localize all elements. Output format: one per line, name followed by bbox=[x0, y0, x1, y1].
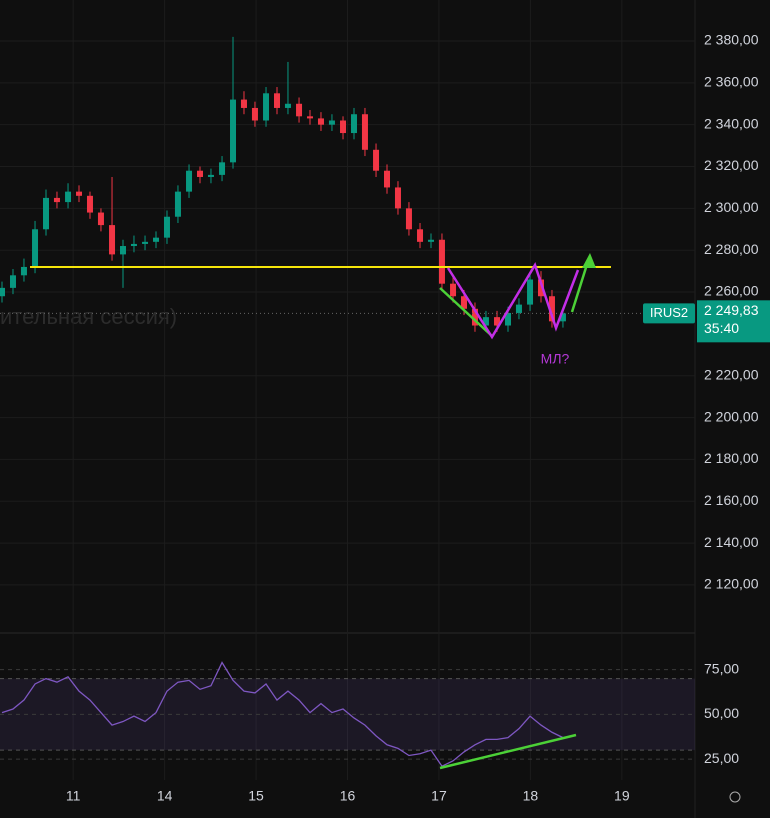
candle-body bbox=[384, 170, 391, 188]
candle-body bbox=[230, 99, 237, 163]
y-tick-label: 75,00 bbox=[704, 660, 739, 676]
candle-body bbox=[186, 170, 193, 192]
candle-body bbox=[471, 308, 478, 326]
y-tick-label: 2 260,00 bbox=[704, 283, 759, 299]
y-tick-label: 25,00 bbox=[704, 750, 739, 766]
x-tick-label: 15 bbox=[248, 788, 264, 804]
candle-body bbox=[373, 149, 380, 171]
candle-body bbox=[361, 114, 368, 150]
last-price: 2 249,83 bbox=[704, 302, 759, 318]
x-tick-label: 11 bbox=[66, 788, 81, 804]
candle-body bbox=[20, 266, 27, 276]
candle-body bbox=[515, 304, 522, 313]
y-tick-label: 50,00 bbox=[704, 705, 739, 721]
candle-body bbox=[461, 296, 468, 309]
drawing-arrowhead bbox=[582, 253, 596, 268]
y-tick-label: 2 360,00 bbox=[704, 74, 759, 90]
candle-body bbox=[76, 191, 83, 196]
candle-body bbox=[32, 229, 39, 267]
candle-body bbox=[174, 191, 181, 217]
candle-body bbox=[450, 283, 457, 297]
y-tick-label: 2 320,00 bbox=[704, 157, 759, 173]
countdown: 35:40 bbox=[704, 320, 739, 336]
settings-icon[interactable] bbox=[729, 791, 741, 803]
y-tick-label: 2 120,00 bbox=[704, 576, 759, 592]
candle-body bbox=[438, 239, 445, 284]
x-tick-label: 14 bbox=[157, 788, 173, 804]
candle-body bbox=[109, 225, 116, 255]
candle-body bbox=[207, 174, 214, 177]
candle-body bbox=[153, 237, 160, 242]
x-tick-label: 19 bbox=[614, 788, 630, 804]
y-tick-label: 2 340,00 bbox=[704, 115, 759, 131]
candle-body bbox=[504, 312, 511, 326]
x-tick-label: 18 bbox=[523, 788, 539, 804]
y-tick-label: 2 280,00 bbox=[704, 241, 759, 257]
symbol-badge bbox=[643, 303, 695, 324]
candle-body bbox=[494, 317, 501, 326]
candle-body bbox=[142, 241, 149, 244]
y-tick-label: 2 200,00 bbox=[704, 408, 759, 424]
x-tick-label: 17 bbox=[431, 788, 447, 804]
candle-body bbox=[163, 216, 170, 238]
candle-body bbox=[219, 162, 226, 175]
candle-body bbox=[405, 208, 412, 230]
candle-body bbox=[417, 229, 424, 242]
candle-body bbox=[482, 317, 489, 326]
candle-body bbox=[317, 118, 324, 125]
candle-body bbox=[53, 197, 60, 203]
watermark: ительная сессия) bbox=[0, 304, 177, 329]
candle-body bbox=[527, 279, 534, 305]
candle-body bbox=[196, 170, 203, 177]
y-tick-label: 2 220,00 bbox=[704, 366, 759, 382]
candle-body bbox=[427, 239, 434, 242]
candle-body bbox=[548, 296, 555, 322]
y-tick-label: 2 160,00 bbox=[704, 492, 759, 508]
candle-body bbox=[350, 114, 357, 134]
candle-body bbox=[86, 195, 93, 213]
rsi-line bbox=[1, 661, 564, 768]
candle-body bbox=[296, 103, 303, 117]
y-tick-label: 2 180,00 bbox=[704, 450, 759, 466]
symbol: IRUS2 bbox=[650, 305, 688, 320]
candle-body bbox=[559, 313, 566, 322]
candle-body bbox=[328, 120, 335, 125]
candle-body bbox=[9, 275, 16, 288]
annotation: МЛ? bbox=[541, 351, 570, 367]
candle-body bbox=[97, 212, 104, 226]
candle-body bbox=[284, 103, 291, 108]
candle-body bbox=[240, 99, 247, 108]
candle-body bbox=[340, 120, 347, 134]
candle-body bbox=[130, 243, 137, 247]
rsi-trend bbox=[439, 733, 577, 770]
drawing-zigzag bbox=[446, 262, 580, 340]
candle-body bbox=[65, 191, 72, 203]
candle-body bbox=[394, 187, 401, 209]
y-tick-label: 2 300,00 bbox=[704, 199, 759, 215]
candle-body bbox=[251, 107, 258, 121]
candle-body bbox=[273, 93, 280, 108]
candle-body bbox=[307, 116, 314, 119]
y-tick-label: 2 380,00 bbox=[704, 32, 759, 48]
y-tick-label: 2 140,00 bbox=[704, 534, 759, 550]
candle-body bbox=[263, 93, 270, 121]
x-tick-label: 16 bbox=[340, 788, 356, 804]
candle-body bbox=[538, 279, 545, 297]
candle-body bbox=[119, 246, 126, 255]
candle-body bbox=[42, 197, 49, 230]
candle-body bbox=[0, 287, 6, 297]
price-badge bbox=[697, 300, 770, 343]
drawing-trend bbox=[439, 287, 493, 337]
